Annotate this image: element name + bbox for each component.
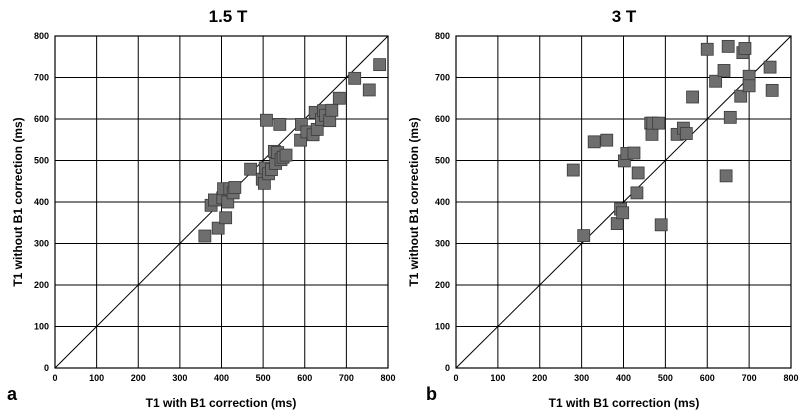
y-tick-label: 400	[435, 197, 450, 207]
panel-b-data-points	[566, 39, 779, 243]
data-point	[228, 181, 242, 194]
data-point	[645, 127, 659, 141]
data-point	[348, 71, 362, 85]
data-point	[627, 146, 641, 160]
panel-a-label: a	[7, 384, 18, 404]
data-point	[652, 116, 666, 130]
data-point	[717, 64, 731, 77]
y-tick-label: 700	[435, 73, 450, 83]
data-point	[700, 42, 714, 56]
y-tick-label: 600	[34, 114, 49, 124]
panel-a-data-points	[198, 58, 387, 243]
y-tick-label: 200	[34, 280, 49, 290]
data-point	[630, 186, 644, 200]
y-tick-label: 100	[34, 322, 49, 332]
data-point	[734, 89, 748, 103]
y-tick-label: 600	[435, 114, 450, 124]
data-point	[600, 133, 614, 147]
data-point	[219, 211, 233, 225]
panel-b-x-ticks: 0 100 200 300 400 500 600 700 800	[453, 373, 798, 383]
data-point	[577, 229, 591, 243]
data-point	[211, 221, 225, 235]
data-point	[723, 110, 737, 124]
y-tick-label: 200	[435, 280, 450, 290]
panel-b: 3 T 0 100 200 300 400 500 600 700 800 0 100 200 300…	[407, 7, 799, 410]
panel-b-x-axis-label: T1 with B1 correction (ms)	[549, 396, 700, 410]
x-tick-label: 100	[89, 373, 104, 383]
x-tick-label: 600	[700, 373, 715, 383]
panel-a-y-ticks: 0 100 200 300 400 500 600 700 800	[34, 31, 49, 373]
data-point	[260, 113, 273, 127]
data-point	[610, 217, 624, 230]
panel-b-plot-frame	[455, 35, 792, 369]
y-tick-label: 0	[445, 363, 450, 373]
data-point	[765, 83, 779, 97]
x-tick-label: 700	[742, 373, 757, 383]
y-tick-label: 500	[435, 156, 450, 166]
y-tick-label: 700	[34, 73, 49, 83]
data-point	[332, 91, 346, 105]
data-point	[198, 229, 212, 243]
x-tick-label: 200	[532, 373, 547, 383]
x-tick-label: 400	[214, 373, 229, 383]
data-point	[738, 42, 752, 55]
x-tick-label: 400	[616, 373, 631, 383]
data-point	[721, 39, 735, 53]
data-point	[325, 103, 339, 117]
x-tick-label: 800	[783, 373, 798, 383]
x-tick-label: 300	[574, 373, 589, 383]
y-tick-label: 800	[435, 31, 450, 41]
x-tick-label: 600	[297, 373, 312, 383]
y-tick-label: 300	[435, 239, 450, 249]
data-point	[273, 117, 287, 131]
panel-a-y-axis-label: T1 without B1 correction (ms)	[11, 117, 25, 286]
data-point	[566, 163, 580, 177]
x-tick-label: 700	[339, 373, 354, 383]
x-tick-label: 300	[172, 373, 187, 383]
y-tick-label: 300	[34, 239, 49, 249]
data-point	[616, 206, 630, 220]
x-tick-label: 800	[380, 373, 395, 383]
data-point	[719, 169, 733, 183]
data-point	[631, 166, 645, 180]
y-tick-label: 0	[44, 363, 49, 373]
y-tick-label: 500	[34, 156, 49, 166]
panel-a-plot-frame	[54, 35, 389, 369]
data-point	[709, 74, 723, 88]
y-tick-label: 800	[34, 31, 49, 41]
x-tick-label: 100	[490, 373, 505, 383]
panel-b-y-axis-label: T1 without B1 correction (ms)	[407, 117, 421, 286]
data-point	[686, 90, 699, 104]
x-tick-label: 0	[453, 373, 458, 383]
x-tick-label: 500	[256, 373, 271, 383]
x-tick-label: 0	[52, 373, 57, 383]
data-point	[244, 162, 258, 176]
y-tick-label: 100	[435, 322, 450, 332]
data-point	[279, 148, 293, 162]
data-point	[742, 79, 756, 93]
data-point	[679, 127, 693, 140]
x-tick-label: 200	[131, 373, 146, 383]
data-point	[587, 135, 601, 149]
data-point	[763, 60, 777, 74]
panel-a-x-ticks: 0 100 200 300 400 500 600 700 800	[52, 373, 395, 383]
panel-b-y-ticks: 0 100 200 300 400 500 600 700 800	[435, 31, 450, 373]
x-tick-label: 500	[658, 373, 673, 383]
y-tick-label: 400	[34, 197, 49, 207]
panel-b-label: b	[426, 384, 437, 404]
data-point	[362, 83, 376, 97]
panel-a: 1.5 T 0 100 200 300 400 500 600 700 800 0 100 200 3…	[7, 7, 396, 410]
panel-a-title: 1.5 T	[209, 7, 248, 26]
panel-b-title: 3 T	[612, 7, 637, 26]
data-point	[373, 58, 387, 72]
panel-a-x-axis-label: T1 with B1 correction (ms)	[146, 396, 297, 410]
data-point	[654, 218, 668, 232]
